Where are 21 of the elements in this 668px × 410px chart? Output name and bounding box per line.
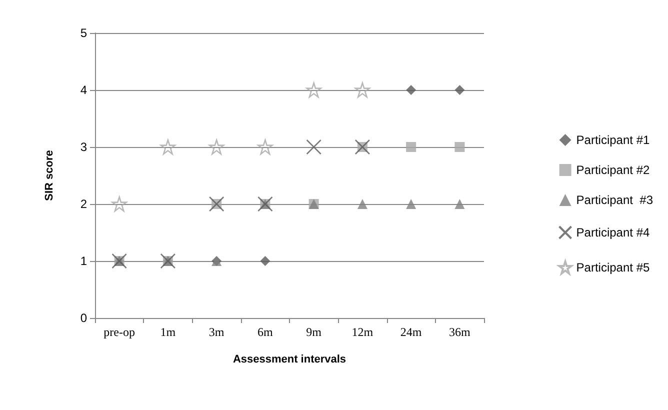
x-tick-label: 36m bbox=[449, 325, 472, 339]
y-tick-label: 4 bbox=[80, 83, 88, 97]
legend-label: Participant #4 bbox=[576, 226, 650, 240]
y-tick-label: 3 bbox=[80, 140, 88, 154]
legend-label: Participant #3 bbox=[576, 193, 654, 207]
x-tick-label: 3m bbox=[208, 325, 225, 339]
x-tick-label: pre-op bbox=[104, 325, 135, 339]
y-tick-label: 2 bbox=[80, 197, 88, 211]
y-tick-label: 0 bbox=[80, 311, 88, 325]
x-axis-title: Assessment intervals bbox=[232, 354, 346, 366]
legend-label: Participant #5 bbox=[576, 260, 650, 274]
y-tick-label: 1 bbox=[80, 254, 88, 268]
x-tick-label: 6m bbox=[258, 325, 274, 339]
x-tick-label: 1m bbox=[160, 325, 176, 339]
x-tick-label: 12m bbox=[352, 325, 374, 339]
y-axis-title: SIR score bbox=[44, 150, 56, 201]
x-tick-label: 9m bbox=[306, 325, 322, 339]
x-tick-label: 24m bbox=[400, 325, 422, 339]
y-tick-label: 5 bbox=[80, 26, 88, 40]
legend-label: Participant #1 bbox=[576, 133, 650, 147]
legend-label: Participant #2 bbox=[576, 163, 650, 177]
